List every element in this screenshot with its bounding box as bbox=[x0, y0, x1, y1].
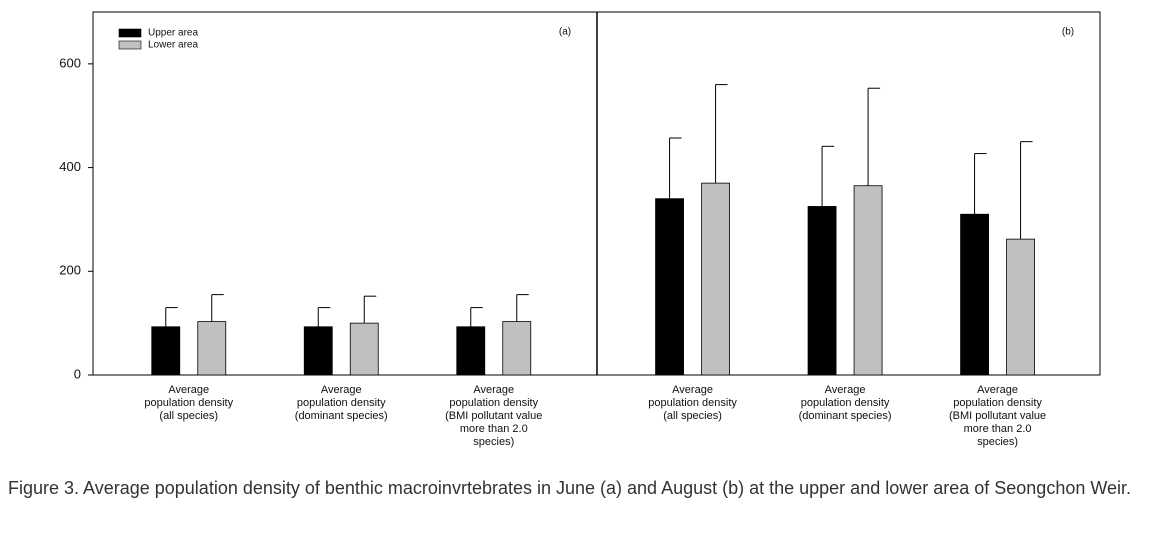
bar bbox=[807, 206, 837, 376]
y-tick-label: 200 bbox=[59, 263, 81, 278]
x-tick-label: Average population density (BMI pollutan… bbox=[445, 384, 543, 448]
x-tick-label: Average population density (all species) bbox=[648, 384, 737, 422]
bar bbox=[197, 321, 227, 376]
bar bbox=[502, 321, 532, 376]
panel-label: (a) bbox=[559, 27, 571, 38]
panel-label: (b) bbox=[1062, 27, 1074, 38]
bar bbox=[303, 326, 333, 376]
x-tick-label: Average population density (BMI pollutan… bbox=[948, 384, 1047, 448]
x-tick-label: Average population density (all species) bbox=[144, 384, 234, 422]
bar bbox=[853, 185, 883, 376]
legend-swatch bbox=[118, 28, 142, 38]
y-tick-label: 0 bbox=[74, 366, 81, 381]
bar bbox=[960, 213, 989, 376]
legend-label: Upper area bbox=[148, 28, 198, 39]
x-tick-label: Average population density (dominant spe… bbox=[294, 384, 388, 422]
bar bbox=[151, 326, 181, 376]
y-tick-label: 600 bbox=[59, 55, 81, 70]
bar bbox=[456, 326, 486, 376]
x-tick-label: Average population density (dominant spe… bbox=[798, 384, 892, 422]
y-tick-label: 400 bbox=[59, 159, 81, 174]
bar bbox=[655, 198, 684, 376]
legend-label: Lower area bbox=[148, 40, 198, 51]
caption: Figure 3. Average population density of … bbox=[8, 478, 1132, 498]
bar bbox=[1006, 238, 1035, 376]
bar bbox=[349, 322, 379, 376]
bar bbox=[701, 182, 730, 376]
legend-swatch bbox=[118, 40, 142, 50]
